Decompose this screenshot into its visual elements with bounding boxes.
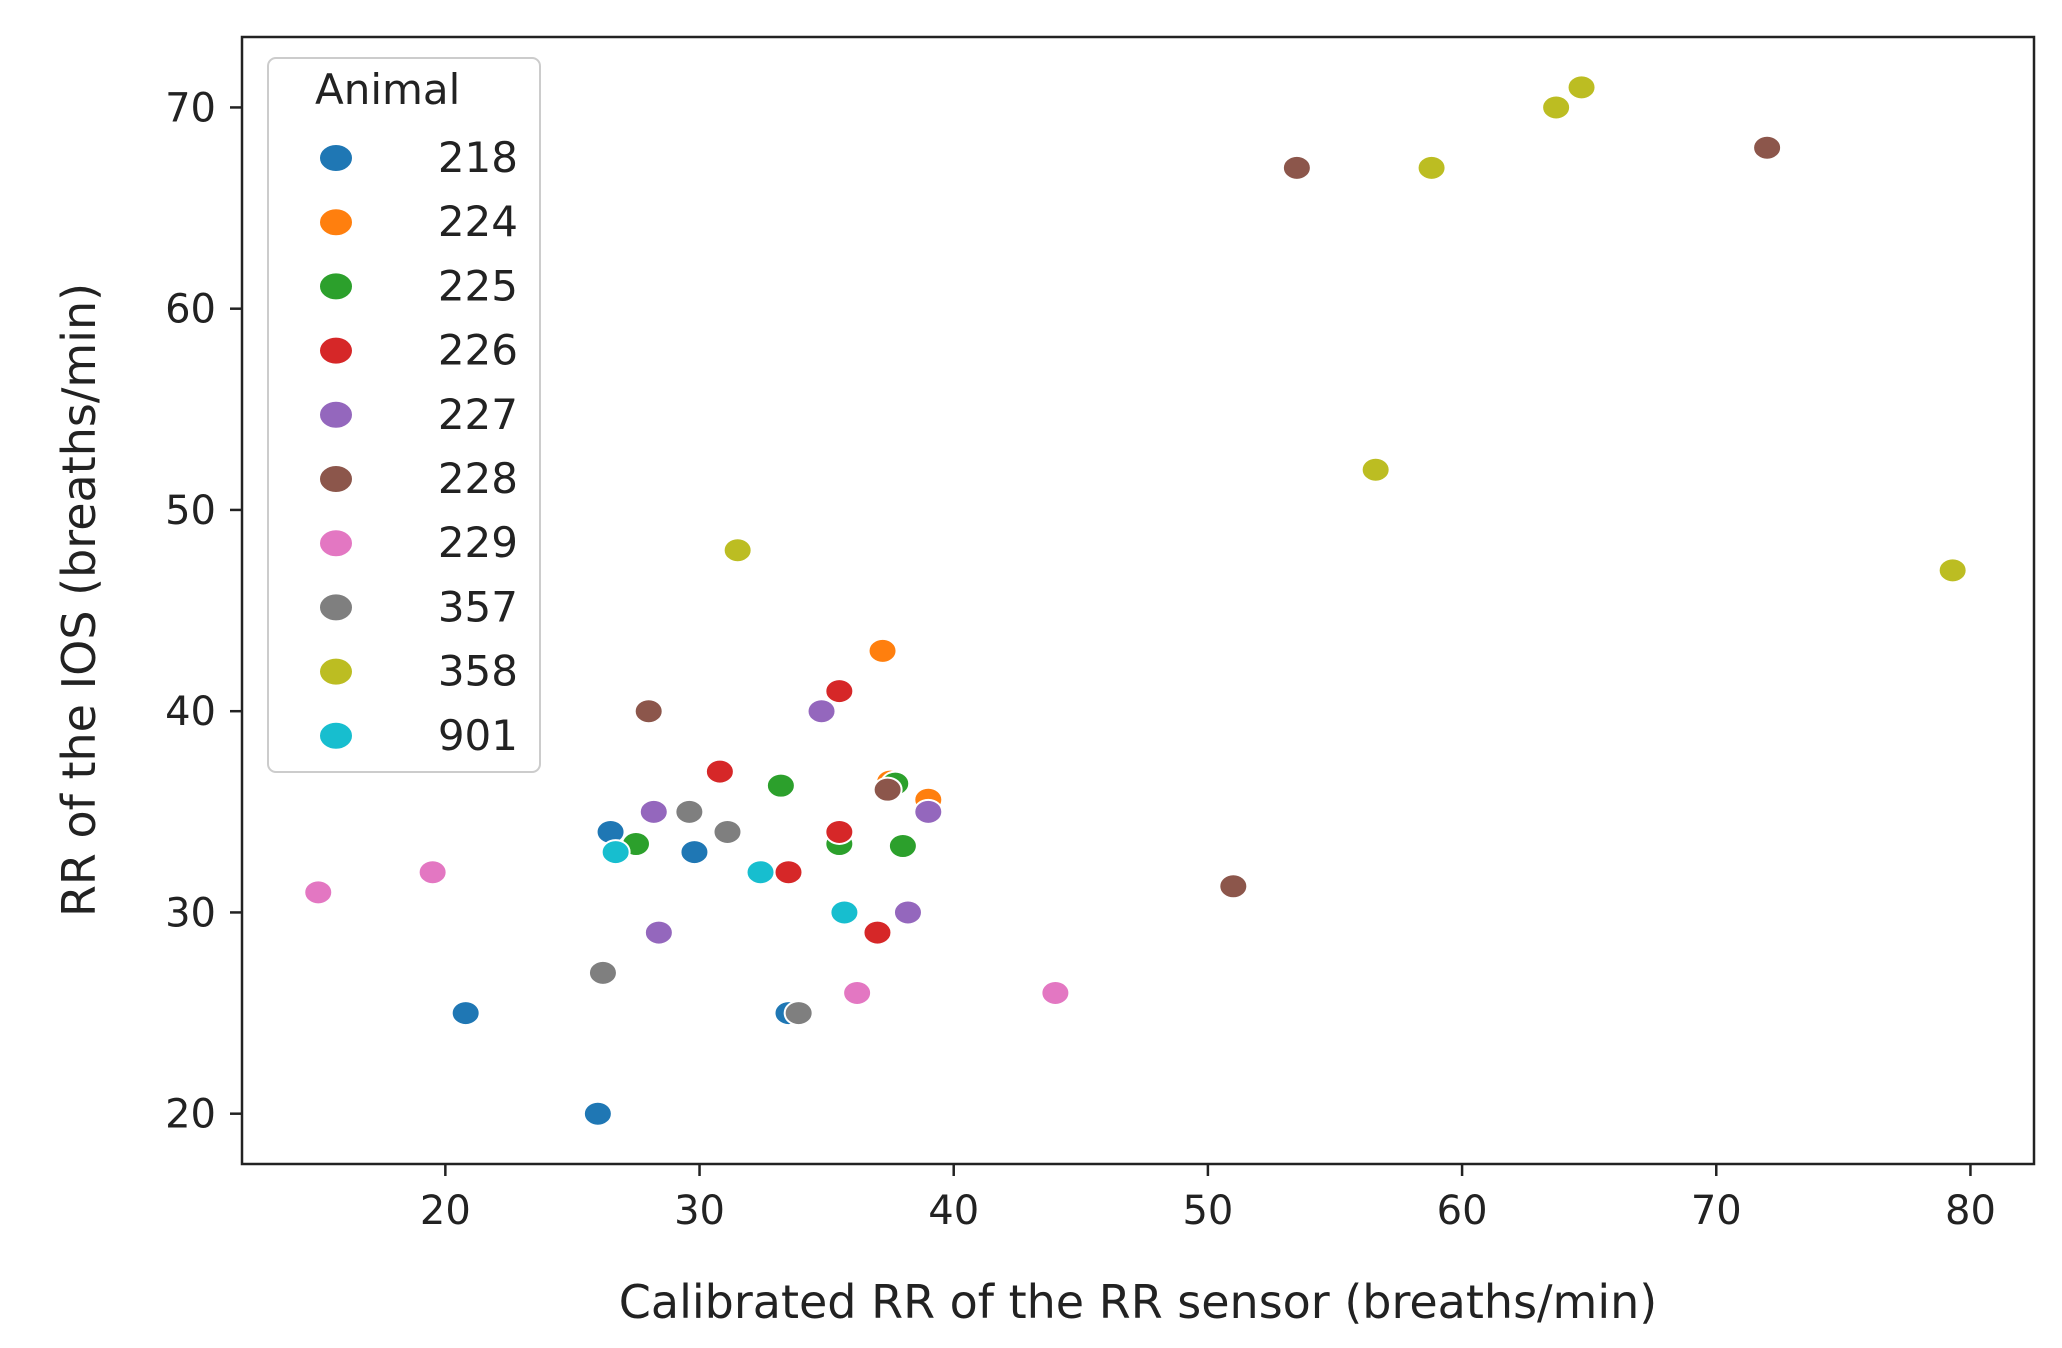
data-point-228 [1752,134,1783,161]
data-point-358 [1937,557,1968,584]
legend-marker-358 [318,656,354,687]
data-point-226 [824,678,855,705]
data-points [303,74,1968,1127]
legend-marker-357 [318,592,354,623]
legend-marker-226 [318,335,354,366]
data-point-901 [745,859,776,886]
data-point-226 [862,919,893,946]
data-point-218 [679,839,710,866]
data-point-225 [887,833,918,860]
data-point-901 [829,899,860,926]
data-point-901 [600,839,631,866]
data-point-358 [1416,154,1447,181]
legend-label-225: 225 [438,261,518,310]
plot-frame [240,35,2036,1166]
x-tick-label: 20 [420,1188,471,1234]
data-point-357 [674,798,705,825]
legend-label-229: 229 [438,518,518,567]
data-point-227 [806,698,837,725]
legend-label-228: 228 [438,454,518,503]
legend-label-357: 357 [438,582,518,631]
data-point-227 [913,798,944,825]
legend-marker-901 [318,720,354,751]
data-point-225 [765,772,796,799]
x-tick-label: 70 [1691,1188,1742,1234]
legend-label-358: 358 [438,647,518,696]
data-point-218 [582,1100,613,1127]
y-axis-ticks: 20 30 40 50 60 70 [165,85,242,1138]
data-point-358 [722,537,753,564]
data-point-226 [773,859,804,886]
x-tick-label: 40 [928,1188,979,1234]
data-point-228 [872,776,903,803]
data-point-226 [824,818,855,845]
data-point-358 [1566,74,1597,101]
legend-label-901: 901 [438,711,518,760]
legend-marker-229 [318,528,354,559]
x-axis-label: Calibrated RR of the RR sensor (breaths/… [619,1275,1657,1329]
data-point-357 [712,818,743,845]
legend-label-226: 226 [438,326,518,375]
legend-label-227: 227 [438,390,518,439]
y-tick-label: 40 [165,689,216,735]
y-tick-label: 60 [165,287,216,333]
data-point-227 [638,798,669,825]
legend-marker-228 [318,464,354,494]
data-point-229 [1040,979,1071,1006]
x-tick-label: 50 [1182,1188,1233,1234]
legend-marker-224 [318,207,354,238]
data-point-229 [417,859,448,886]
y-tick-label: 50 [165,488,216,534]
data-point-228 [1218,873,1249,900]
data-point-357 [783,1000,814,1027]
y-tick-label: 20 [165,1092,216,1138]
data-point-228 [1281,154,1312,181]
data-point-229 [842,979,873,1006]
data-point-226 [704,758,735,785]
data-point-228 [633,698,664,725]
y-tick-label: 70 [165,85,216,131]
data-point-224 [867,637,898,664]
y-tick-label: 30 [165,890,216,936]
x-axis-ticks: 20 30 40 50 60 70 80 [420,1164,1996,1234]
data-point-358 [1360,456,1391,483]
data-point-357 [587,959,618,986]
legend-items: 218 224 225 226 227 228 229 357 358 901 [318,133,518,760]
legend-label-224: 224 [438,197,518,246]
data-point-227 [892,899,923,926]
legend-title: Animal [315,65,460,114]
y-axis-label: RR of the IOS (breaths/min) [52,283,106,917]
data-point-358 [1541,94,1572,121]
data-point-229 [303,879,334,906]
x-tick-label: 80 [1945,1188,1996,1234]
data-point-218 [450,1000,481,1027]
legend: Animal 218 224 225 226 227 228 229 357 358 901 [267,57,541,773]
legend-label-218: 218 [438,133,518,182]
x-tick-label: 60 [1437,1188,1488,1234]
x-tick-label: 30 [674,1188,725,1234]
legend-marker-225 [318,271,354,302]
data-point-227 [643,919,674,946]
legend-marker-218 [318,143,354,173]
legend-marker-227 [318,399,354,430]
